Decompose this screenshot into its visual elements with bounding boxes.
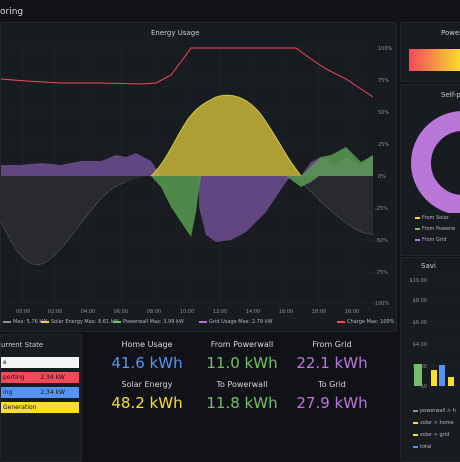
- y-tick-neg50: -50%: [375, 238, 388, 244]
- self-powered-panel: Self-p From Solar From Powerw From Grid: [400, 84, 460, 256]
- y-tick-neg100: -100%: [373, 301, 389, 307]
- self-powered-legend-powerwall[interactable]: From Powerw: [415, 226, 455, 232]
- stat-label-solar-energy: Solar Energy: [121, 380, 173, 389]
- savings-y-tick: $8.00: [413, 298, 427, 304]
- x-tick: 02:00: [48, 309, 62, 315]
- legend-powerwall[interactable]: Powerwall Max: 3.99 kW: [113, 319, 184, 325]
- power-title: Power: [441, 29, 460, 37]
- y-tick-0: 0%: [378, 174, 386, 180]
- self-powered-donut[interactable]: [401, 103, 460, 213]
- state-row-charging: ing 2.34 kW: [1, 387, 79, 398]
- savings-legend-powerwall[interactable]: powerwall > h: [413, 408, 456, 414]
- dashboard-header: oring: [0, 0, 460, 22]
- stat-value-from-grid: 22.1 kWh: [296, 354, 368, 372]
- energy-usage-chart[interactable]: 100% 75% 50% 25% 0% -25% -50% -75% -100%…: [1, 37, 396, 327]
- stat-value-to-grid: 27.9 kWh: [296, 394, 368, 412]
- x-tick: 16:00: [279, 309, 293, 315]
- powerwall-area: [151, 147, 373, 237]
- savings-title: Savi: [421, 262, 436, 270]
- home-usage-area: [1, 176, 373, 265]
- power-panel: Power: [400, 22, 460, 82]
- energy-usage-panel: Energy Usage 100%: [0, 22, 397, 332]
- power-gauge-bar: [409, 49, 460, 71]
- legend-solar-energy[interactable]: Solar Energy Max: 8.61 kW: [41, 319, 119, 325]
- savings-bar-total[interactable]: [448, 377, 454, 386]
- stat-label-from-powerwall: From Powerwall: [210, 340, 274, 349]
- savings-bar-solar[interactable]: [431, 370, 437, 386]
- savings-bar-grid[interactable]: [439, 365, 445, 386]
- savings-y-tick: $6.00: [413, 320, 427, 326]
- savings-bar-powerwall[interactable]: [414, 364, 422, 386]
- x-tick: 06:00: [114, 309, 128, 315]
- stat-value-home-usage: 41.6 kWh: [111, 354, 183, 372]
- x-tick: 10:00: [180, 309, 194, 315]
- savings-panel: Savi $10.00 $8.00 $6.00 $4.00 $2.00 $0 p…: [400, 257, 460, 462]
- current-state-panel: urrent State e porting 2.34 kW ing 2.34 kW…: [0, 334, 82, 462]
- state-row-generation: Generation: [1, 402, 79, 413]
- savings-y-tick: $10.00: [410, 278, 428, 284]
- x-tick: 12:00: [213, 309, 227, 315]
- stat-value-from-powerwall: 11.0 kWh: [206, 354, 278, 372]
- y-tick-100: 100%: [378, 46, 393, 52]
- self-powered-title: Self-p: [441, 91, 460, 99]
- x-tick: 04:00: [81, 309, 95, 315]
- x-tick: 20:00: [345, 309, 359, 315]
- grid-usage-area: [1, 153, 373, 242]
- y-tick-75: 75%: [378, 78, 389, 84]
- legend-charge[interactable]: Charge Max: 100%: [337, 319, 394, 325]
- x-tick: 14:00: [246, 309, 260, 315]
- savings-y-tick: $0: [421, 384, 427, 390]
- stat-label-home-usage: Home Usage: [121, 340, 173, 349]
- stat-label-to-powerwall: To Powerwall: [216, 380, 268, 389]
- legend-grid-usage[interactable]: Grid Usage Max: 2.79 kW: [199, 319, 272, 325]
- charge-line[interactable]: [1, 47, 374, 98]
- savings-legend-solar-grid[interactable]: solar > grid: [413, 432, 449, 438]
- self-powered-legend-solar[interactable]: From Solar: [415, 215, 449, 221]
- stat-value-solar-energy: 48.2 kWh: [111, 394, 183, 412]
- y-tick-50: 50%: [378, 110, 389, 116]
- x-tick: 08:00: [147, 309, 161, 315]
- solar-energy-area: [151, 95, 301, 176]
- savings-legend-solar-home[interactable]: solar > home: [413, 420, 454, 426]
- stat-value-to-powerwall: 11.8 kWh: [206, 394, 278, 412]
- dashboard-title: oring: [0, 7, 24, 17]
- x-tick: 00:00: [16, 309, 30, 315]
- savings-legend-total[interactable]: total: [413, 444, 431, 450]
- x-tick: 18:00: [312, 309, 326, 315]
- state-row-exporting: porting 2.34 kW: [1, 372, 79, 383]
- current-state-title: urrent State: [1, 341, 44, 349]
- stat-label-to-grid: To Grid: [318, 380, 346, 389]
- savings-y-tick: $4.00: [413, 342, 427, 348]
- savings-chart[interactable]: $10.00 $8.00 $6.00 $4.00 $2.00 $0: [401, 272, 460, 402]
- self-powered-legend-grid[interactable]: From Grid: [415, 237, 446, 243]
- y-tick-neg25: -25%: [375, 206, 388, 212]
- state-row-home: e: [1, 357, 79, 368]
- energy-usage-title: Energy Usage: [151, 29, 200, 37]
- stat-label-from-grid: From Grid: [312, 340, 352, 349]
- y-tick-neg75: -75%: [375, 270, 388, 276]
- stats-area: Home Usage 41.6 kWh From Powerwall 11.0 …: [82, 334, 400, 460]
- legend-home-usage[interactable]: Max: 5.76 kW: [3, 319, 47, 325]
- y-tick-25: 25%: [378, 142, 389, 148]
